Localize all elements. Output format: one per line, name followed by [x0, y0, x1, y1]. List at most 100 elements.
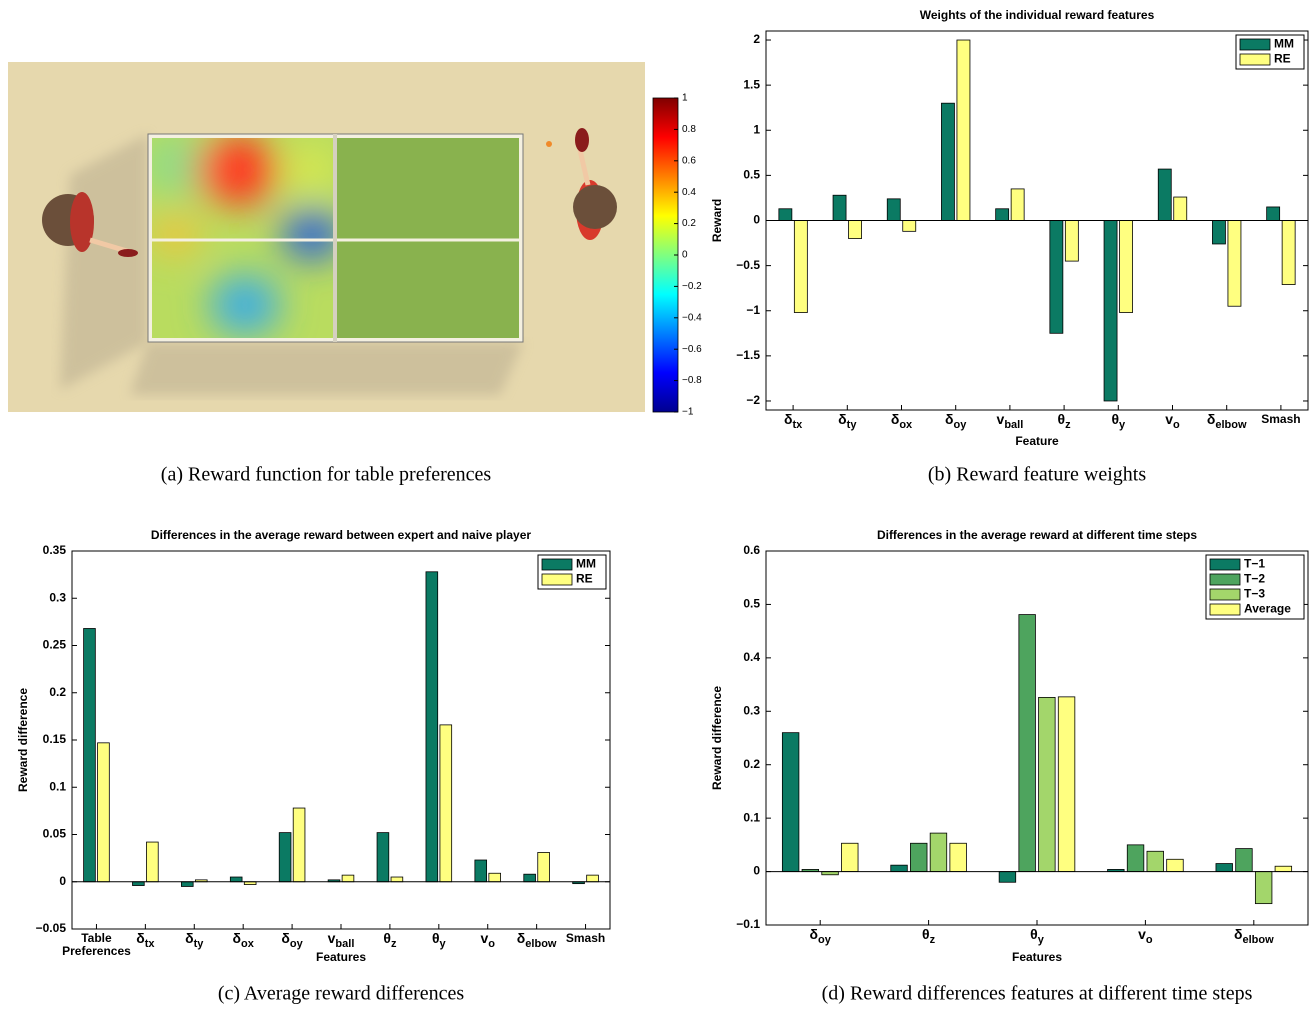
- bar: [342, 875, 354, 882]
- x-tick-label: Smash: [566, 931, 605, 945]
- bar: [891, 865, 908, 871]
- x-tick-label: θz: [922, 926, 936, 946]
- bar: [1019, 615, 1036, 872]
- legend-swatch: [542, 559, 572, 570]
- bar: [903, 221, 916, 232]
- x-tick-label: δox: [891, 411, 913, 431]
- legend-label: MM: [1274, 37, 1294, 51]
- bar: [538, 852, 550, 881]
- x-tick-label: δox: [233, 930, 255, 950]
- colorbar-tick-label: 0.4: [682, 187, 696, 198]
- bar: [181, 882, 193, 887]
- bar: [1228, 221, 1241, 307]
- y-axis-label: Reward: [710, 199, 724, 242]
- bar: [841, 843, 858, 871]
- bar: [1147, 851, 1164, 871]
- y-tick-label: 2: [753, 32, 760, 46]
- bar: [1255, 872, 1272, 904]
- legend-swatch: [542, 574, 572, 585]
- y-tick-label: 0.3: [49, 590, 66, 604]
- bar: [782, 733, 799, 872]
- legend-label: RE: [576, 572, 593, 586]
- x-tick-label: vball: [997, 411, 1024, 431]
- bar: [1039, 697, 1056, 871]
- legend-swatch: [1210, 604, 1240, 615]
- y-tick-label: 0.35: [43, 543, 67, 557]
- x-tick-label: θy: [1111, 411, 1126, 431]
- x-tick-label: θz: [1058, 411, 1072, 431]
- scene-image: [8, 62, 678, 412]
- bar: [1011, 189, 1024, 221]
- legend-swatch: [1240, 54, 1270, 65]
- bar: [1050, 221, 1063, 334]
- y-tick-label: 1.5: [743, 77, 760, 91]
- x-axis-label: Features: [1012, 950, 1062, 964]
- y-tick-label: 1: [753, 122, 760, 136]
- y-tick-label: −0.05: [36, 921, 67, 935]
- y-tick-label: 0.6: [743, 543, 760, 557]
- bar: [1282, 221, 1295, 285]
- y-tick-label: −2: [746, 393, 760, 407]
- y-tick-label: 0: [753, 864, 760, 878]
- bar: [426, 572, 438, 882]
- legend-swatch: [1210, 559, 1240, 570]
- bar: [996, 209, 1009, 221]
- y-axis-label: Reward difference: [16, 688, 30, 792]
- bar: [1212, 221, 1225, 244]
- bar: [475, 860, 487, 882]
- y-tick-label: 0.5: [743, 168, 760, 182]
- colorbar-tick-label: −0.8: [682, 375, 702, 386]
- colorbar-tick-label: −0.6: [682, 344, 702, 355]
- x-axis-label: Features: [316, 950, 366, 964]
- bar: [524, 874, 536, 882]
- legend-swatch: [1210, 589, 1240, 600]
- y-tick-label: −1.5: [736, 348, 760, 362]
- bar: [999, 872, 1016, 883]
- y-tick-label: 0.2: [743, 757, 760, 771]
- x-tick-label: δoy: [810, 926, 832, 946]
- bar: [391, 877, 403, 882]
- bar: [489, 873, 501, 882]
- bar: [910, 843, 927, 871]
- bar: [98, 743, 110, 882]
- bar: [1174, 197, 1187, 220]
- x-tick-label: θy: [1030, 926, 1045, 946]
- x-tick-label: δty: [185, 930, 204, 950]
- chart-title: Weights of the individual reward feature…: [920, 8, 1155, 22]
- caption: (b) Reward feature weights: [928, 464, 1146, 486]
- legend-label: T−2: [1244, 572, 1265, 586]
- chart-title: Differences in the average reward betwee…: [151, 528, 531, 542]
- x-axis-label: Feature: [1015, 434, 1059, 448]
- legend-swatch: [1240, 39, 1270, 50]
- colorbar-tick-label: −0.4: [682, 312, 702, 323]
- x-tick-label: δtx: [784, 411, 803, 431]
- legend-label: Average: [1244, 602, 1291, 616]
- bar: [146, 842, 158, 882]
- colorbar-tick-label: 0.6: [682, 155, 696, 166]
- y-tick-label: 0.2: [49, 685, 66, 699]
- bar: [440, 725, 452, 882]
- bar: [779, 209, 792, 221]
- x-tick-label: θy: [432, 930, 447, 950]
- bar: [230, 877, 242, 882]
- y-tick-label: 0.5: [743, 597, 760, 611]
- legend-label: T−3: [1244, 587, 1265, 601]
- y-tick-label: 0.4: [743, 650, 760, 664]
- caption: (a) Reward function for table preference…: [161, 464, 492, 486]
- bar: [1104, 221, 1117, 401]
- x-tick-label: δtx: [136, 930, 155, 950]
- bar: [833, 195, 846, 220]
- x-tick-label: θz: [383, 930, 397, 950]
- legend-label: T−1: [1244, 557, 1265, 571]
- bar: [84, 628, 96, 881]
- colorbar-tick-label: 0: [682, 250, 688, 261]
- colorbar-tick-label: 0.2: [682, 218, 696, 229]
- x-tick-label: vo: [1165, 411, 1180, 431]
- bar: [950, 843, 967, 871]
- bar: [957, 40, 970, 220]
- y-tick-label: 0.15: [43, 732, 67, 746]
- y-tick-label: 0.05: [43, 827, 67, 841]
- y-tick-label: 0: [59, 874, 66, 888]
- y-tick-label: −0.1: [736, 917, 760, 931]
